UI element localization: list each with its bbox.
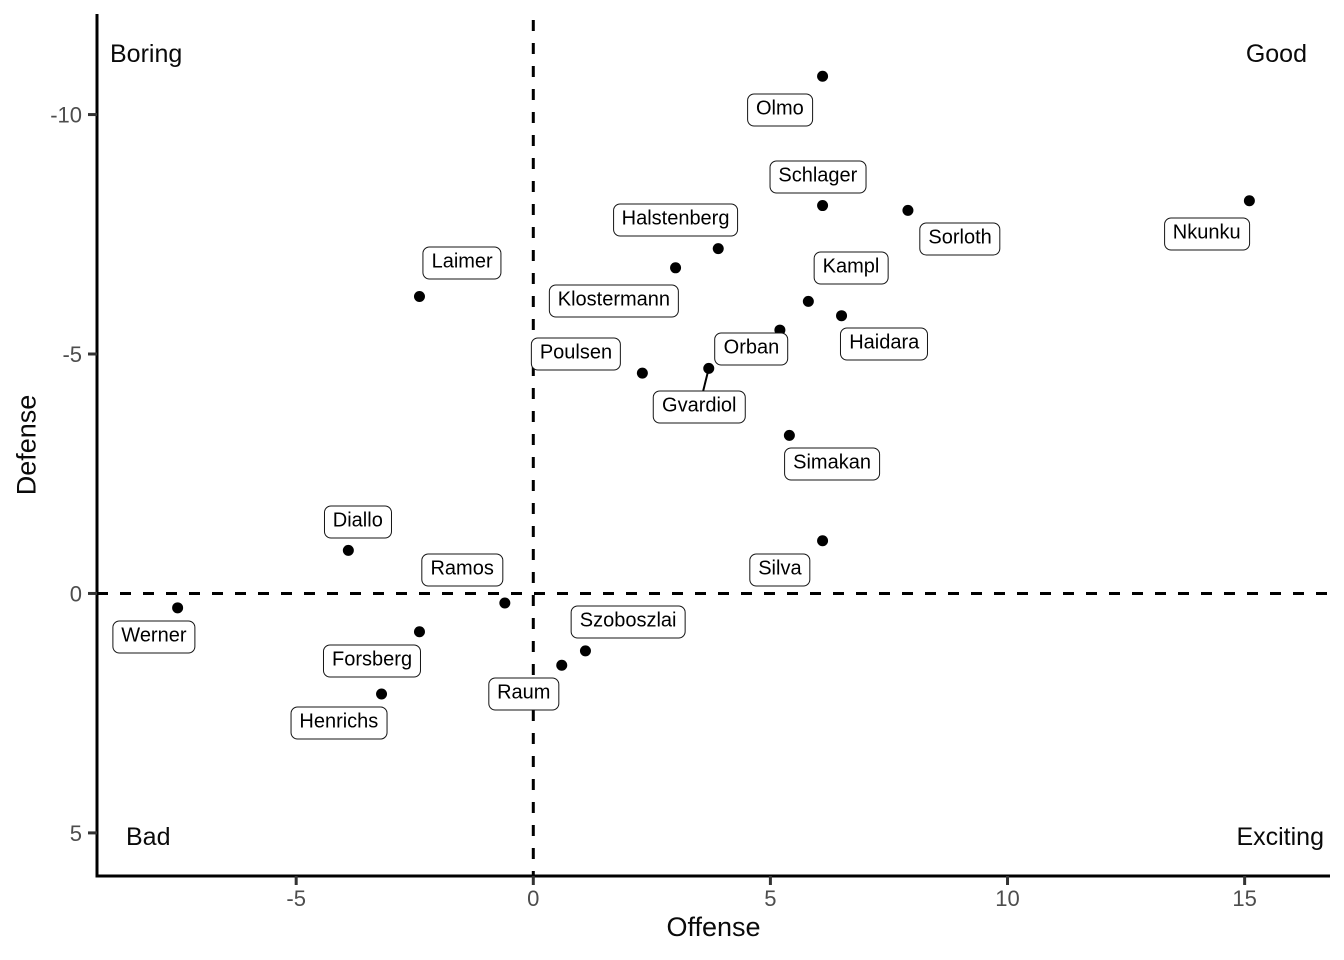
point-label-haidara: Haidara	[840, 327, 929, 361]
point-label-sorloth: Sorloth	[919, 222, 1001, 256]
y-tick-label: -10	[50, 103, 82, 128]
point-label-halstenberg: Halstenberg	[612, 203, 739, 237]
data-point-szoboszlai	[579, 645, 591, 657]
data-point-silva	[817, 535, 829, 547]
point-label-kampl: Kampl	[813, 251, 889, 285]
data-point-kampl	[802, 295, 814, 307]
data-point-haidara	[836, 310, 848, 322]
data-point-schlager	[817, 200, 829, 212]
data-point-raum	[556, 659, 568, 671]
point-label-orban: Orban	[714, 332, 789, 366]
x-tick-label: 15	[1232, 886, 1256, 911]
x-tick-label: 0	[527, 886, 539, 911]
data-point-halstenberg	[712, 243, 724, 255]
data-point-gvardiol	[703, 362, 715, 374]
x-tick-label: 10	[995, 886, 1019, 911]
y-tick-label: 0	[70, 581, 82, 606]
point-label-nkunku: Nkunku	[1163, 217, 1250, 251]
point-label-henrichs: Henrichs	[290, 706, 388, 740]
point-label-ramos: Ramos	[421, 553, 503, 586]
point-label-forsberg: Forsberg	[323, 644, 422, 677]
x-tick-label: -5	[286, 886, 306, 911]
data-point-henrichs	[376, 688, 388, 700]
data-point-poulsen	[636, 367, 648, 379]
data-point-simakan	[783, 429, 795, 441]
point-label-diallo: Diallo	[323, 505, 392, 539]
point-label-silva: Silva	[749, 553, 811, 586]
quadrant-label-top-right: Good	[1245, 40, 1307, 68]
point-label-raum: Raum	[488, 677, 560, 711]
y-tick-label: -5	[62, 342, 82, 367]
data-point-werner	[172, 602, 184, 614]
data-point-sorloth	[902, 204, 914, 216]
x-tick-label: 5	[764, 886, 776, 911]
point-label-gvardiol: Gvardiol	[653, 390, 746, 424]
data-point-olmo	[817, 70, 829, 82]
y-axis-title: Defense	[11, 394, 42, 496]
data-point-forsberg	[413, 626, 425, 638]
data-point-diallo	[342, 544, 354, 556]
quadrant-label-top-left: Boring	[110, 40, 183, 68]
point-label-schlager: Schlager	[769, 160, 867, 194]
point-label-werner: Werner	[112, 620, 196, 654]
quadrant-label-bottom-left: Bad	[126, 823, 171, 851]
data-point-klostermann	[670, 262, 682, 274]
data-point-laimer	[413, 291, 425, 303]
point-label-olmo: Olmo	[746, 93, 813, 127]
point-label-laimer: Laimer	[422, 246, 502, 280]
point-label-klostermann: Klostermann	[548, 284, 680, 318]
x-axis-title: Offense	[666, 912, 761, 942]
point-label-poulsen: Poulsen	[530, 337, 622, 371]
quadrant-label-bottom-right: Exciting	[1236, 823, 1324, 851]
data-point-nkunku	[1243, 195, 1255, 207]
data-point-ramos	[499, 597, 511, 609]
y-tick-label: 5	[70, 821, 82, 846]
point-label-szoboszlai: Szoboszlai	[570, 605, 686, 639]
point-label-simakan: Simakan	[784, 447, 880, 481]
